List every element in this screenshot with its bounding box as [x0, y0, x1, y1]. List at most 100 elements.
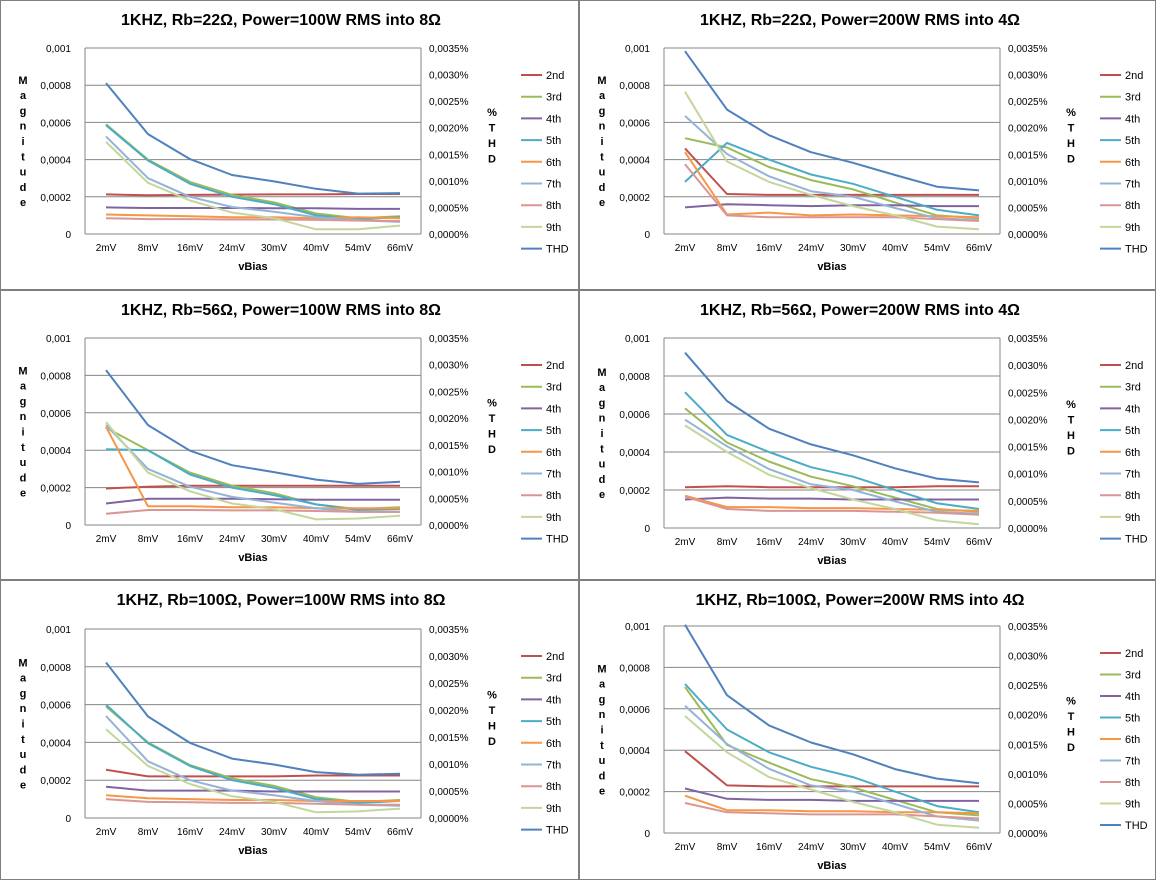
x-tick-label: 66mV — [387, 534, 413, 545]
y-tick-label: 0,0004 — [40, 156, 71, 167]
x-tick-label: 16mV — [177, 534, 203, 545]
x-tick-label: 30mV — [840, 537, 866, 548]
legend-item: THD — [1100, 820, 1148, 832]
y2-tick-label: 0,0000% — [429, 521, 469, 532]
x-tick-label: 24mV — [219, 534, 245, 545]
y-tick-label: 0,0004 — [619, 448, 650, 459]
legend-label: 8th — [1125, 777, 1140, 789]
legend-label: 4th — [1125, 691, 1140, 703]
series-7th — [684, 704, 980, 822]
x-axis-label: vBias — [817, 860, 846, 872]
y2-tick-label: 0,0005% — [1008, 497, 1048, 508]
legend-item: 9th — [521, 803, 561, 815]
x-tick-label: 30mV — [840, 243, 866, 254]
y2-tick-label: 0,0015% — [1008, 740, 1048, 751]
legend-item: 8th — [521, 781, 561, 793]
x-tick-label: 24mV — [219, 243, 245, 254]
chart-title: 1KHZ, Rb=56Ω, Power=100W RMS into 8Ω — [121, 302, 441, 319]
x-tick-label: 8mV — [138, 534, 159, 545]
y2-axis-label-text: % T H D — [487, 397, 497, 456]
legend-item: 3rd — [521, 673, 562, 685]
chart-svg-1: 1KHZ, Rb=22Ω, Power=100W RMS into 8Ω 0 0,0… — [18, 12, 569, 273]
y-tick-label: 0,0006 — [619, 118, 650, 129]
chart-title: 1KHZ, Rb=22Ω, Power=100W RMS into 8Ω — [121, 12, 441, 29]
y2-tick-label: 0,0025% — [429, 387, 469, 398]
series-3rd — [684, 137, 980, 220]
legend-item: 6th — [521, 738, 561, 750]
y-tick-label: 0 — [644, 230, 650, 241]
series-4th — [684, 787, 979, 802]
series-THD — [105, 82, 401, 195]
series-line — [105, 798, 400, 806]
legend-item: 6th — [521, 447, 561, 459]
legend-label: 5th — [546, 716, 561, 728]
series-line — [684, 750, 979, 788]
y2-axis-label-text: % T H D — [487, 107, 497, 166]
series-3rd — [684, 407, 980, 513]
y-tick-label: 0,0008 — [619, 81, 650, 92]
legend-label: THD — [1125, 820, 1148, 832]
series-line — [105, 217, 401, 222]
y2-tick-label: 0,0010% — [1008, 177, 1048, 188]
x-tick-label: 16mV — [756, 537, 782, 548]
x-tick-label: 40mV — [882, 842, 908, 853]
y2-tick-label: 0,0035% — [429, 44, 469, 55]
series-line — [684, 163, 980, 222]
y2-tick-label: 0,0035% — [1008, 622, 1048, 633]
legend-label: 4th — [546, 403, 561, 415]
legend-label: THD — [546, 244, 569, 256]
y-tick-label: 0,001 — [625, 44, 650, 55]
series-line — [684, 802, 980, 820]
x-tick-label: 24mV — [798, 243, 824, 254]
y2-tick-label: 0,0000% — [429, 230, 469, 241]
y2-tick-label: 0,0015% — [429, 150, 469, 161]
series-3rd — [105, 705, 401, 803]
y2-tick-label: 0,0000% — [1008, 829, 1048, 840]
chart-panel-4: 1KHZ, Rb=56Ω, Power=200W RMS into 4Ω 0 0,0… — [579, 290, 1156, 580]
legend-item: 9th — [521, 512, 561, 524]
series-4th — [684, 203, 979, 209]
series-line — [105, 705, 401, 803]
legend-item: 2nd — [521, 70, 564, 82]
series-line — [684, 683, 980, 814]
y-tick-label: 0,001 — [46, 625, 71, 636]
chart-panel-5: 1KHZ, Rb=100Ω, Power=100W RMS into 8Ω 0 0,… — [0, 580, 579, 880]
y-tick-label: 0,0006 — [40, 118, 71, 129]
y2-tick-label: 0,0030% — [429, 652, 469, 663]
series-line — [105, 509, 400, 515]
y2-tick-label: 0,0030% — [429, 361, 469, 372]
y2-axis-label-text: % T H D — [1066, 399, 1076, 458]
y-tick-label: 0,001 — [46, 334, 71, 345]
y2-axis-label: % T H D — [1066, 695, 1076, 754]
legend-item: THD — [521, 825, 569, 837]
y-tick-label: 0 — [65, 814, 71, 825]
series-line — [105, 484, 400, 490]
series-line — [105, 213, 401, 220]
series-line — [684, 424, 980, 526]
legend-label: 4th — [546, 113, 561, 125]
legend-item: 2nd — [521, 360, 564, 372]
y2-tick-label: 0,0030% — [429, 71, 469, 82]
x-tick-label: 40mV — [882, 537, 908, 548]
legend-label: 9th — [546, 803, 561, 815]
legend-label: 9th — [546, 222, 561, 234]
y2-tick-label: 0,0035% — [429, 625, 469, 636]
legend-item: 6th — [1100, 734, 1140, 746]
chart-title: 1KHZ, Rb=56Ω, Power=200W RMS into 4Ω — [700, 302, 1020, 319]
y-tick-label: 0,0004 — [619, 746, 650, 757]
legend-label: 3rd — [1125, 670, 1141, 682]
series-4th — [105, 785, 400, 793]
x-tick-label: 30mV — [261, 243, 287, 254]
y-tick-label: 0 — [65, 230, 71, 241]
y2-tick-label: 0,0000% — [429, 814, 469, 825]
series-line — [105, 703, 401, 804]
y2-axis-label-text: % T H D — [1066, 107, 1076, 166]
legend-label: 7th — [546, 179, 561, 191]
y2-tick-label: 0,0020% — [1008, 711, 1048, 722]
series-line — [684, 141, 980, 217]
series-line — [684, 794, 980, 815]
legend-label: 2nd — [1125, 648, 1143, 660]
x-tick-label: 54mV — [345, 243, 371, 254]
series-8th — [684, 163, 980, 222]
x-tick-label: 40mV — [303, 534, 329, 545]
